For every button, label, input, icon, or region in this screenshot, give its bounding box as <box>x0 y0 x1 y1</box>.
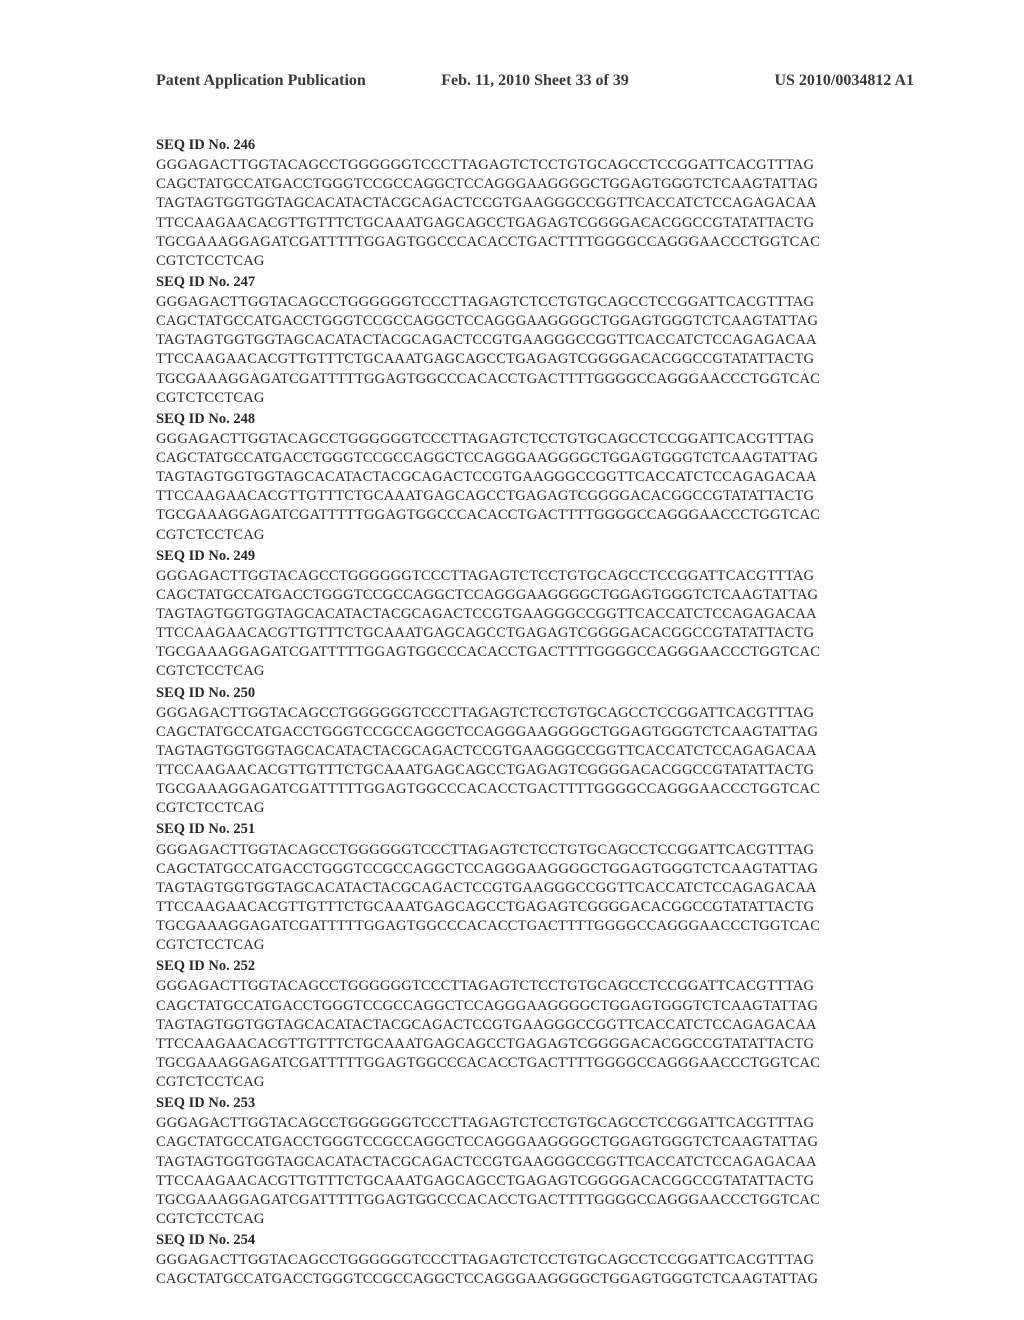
seq-block: GGGAGACTTGGTACAGCCTGGGGGGTCCCTTAGAGTCTCC… <box>156 156 914 271</box>
seq-block: GGGAGACTTGGTACAGCCTGGGGGGTCCCTTAGAGTCTCC… <box>156 430 914 545</box>
seq-line: TTCCAAGAACACGTTGTTTCTGCAAATGAGCAGCCTGAGA… <box>156 350 914 369</box>
seq-id-label: SEQ ID No. 246 <box>156 136 914 155</box>
seq-line: CGTCTCCTCAG <box>156 389 914 408</box>
seq-line: CAGCTATGCCATGACCTGGGTCCGCCAGGCTCCAGGGAAG… <box>156 449 914 468</box>
seq-id-label: SEQ ID No. 251 <box>156 820 914 839</box>
seq-line: TAGTAGTGGTGGTAGCACATACTACGCAGACTCCGTGAAG… <box>156 1016 914 1035</box>
seq-line: TTCCAAGAACACGTTGTTTCTGCAAATGAGCAGCCTGAGA… <box>156 1035 914 1054</box>
seq-block: GGGAGACTTGGTACAGCCTGGGGGGTCCCTTAGAGTCTCC… <box>156 704 914 819</box>
seq-line: CGTCTCCTCAG <box>156 1210 914 1229</box>
seq-line: CAGCTATGCCATGACCTGGGTCCGCCAGGCTCCAGGGAAG… <box>156 1270 914 1289</box>
seq-line: TTCCAAGAACACGTTGTTTCTGCAAATGAGCAGCCTGAGA… <box>156 761 914 780</box>
seq-id-label: SEQ ID No. 247 <box>156 273 914 292</box>
seq-id-label: SEQ ID No. 248 <box>156 410 914 429</box>
seq-line: CAGCTATGCCATGACCTGGGTCCGCCAGGCTCCAGGGAAG… <box>156 997 914 1016</box>
seq-line: TAGTAGTGGTGGTAGCACATACTACGCAGACTCCGTGAAG… <box>156 194 914 213</box>
seq-block: GGGAGACTTGGTACAGCCTGGGGGGTCCCTTAGAGTCTCC… <box>156 1251 914 1289</box>
seq-line: TAGTAGTGGTGGTAGCACATACTACGCAGACTCCGTGAAG… <box>156 1153 914 1172</box>
seq-line: CGTCTCCTCAG <box>156 799 914 818</box>
seq-line: TGCGAAAGGAGATCGATTTTTGGAGTGGCCCACACCTGAC… <box>156 506 914 525</box>
seq-line: TGCGAAAGGAGATCGATTTTTGGAGTGGCCCACACCTGAC… <box>156 643 914 662</box>
seq-id-label: SEQ ID No. 250 <box>156 684 914 703</box>
seq-line: CAGCTATGCCATGACCTGGGTCCGCCAGGCTCCAGGGAAG… <box>156 175 914 194</box>
seq-line: GGGAGACTTGGTACAGCCTGGGGGGTCCCTTAGAGTCTCC… <box>156 841 914 860</box>
seq-line: TTCCAAGAACACGTTGTTTCTGCAAATGAGCAGCCTGAGA… <box>156 624 914 643</box>
header-right: US 2010/0034812 A1 <box>684 72 914 90</box>
seq-block: GGGAGACTTGGTACAGCCTGGGGGGTCCCTTAGAGTCTCC… <box>156 1114 914 1229</box>
seq-line: CGTCTCCTCAG <box>156 1073 914 1092</box>
seq-line: TGCGAAAGGAGATCGATTTTTGGAGTGGCCCACACCTGAC… <box>156 1191 914 1210</box>
seq-line: GGGAGACTTGGTACAGCCTGGGGGGTCCCTTAGAGTCTCC… <box>156 567 914 586</box>
seq-line: TGCGAAAGGAGATCGATTTTTGGAGTGGCCCACACCTGAC… <box>156 917 914 936</box>
seq-id-label: SEQ ID No. 253 <box>156 1094 914 1113</box>
seq-line: CGTCTCCTCAG <box>156 526 914 545</box>
header-left: Patent Application Publication <box>156 72 386 90</box>
seq-line: GGGAGACTTGGTACAGCCTGGGGGGTCCCTTAGAGTCTCC… <box>156 156 914 175</box>
seq-line: CGTCTCCTCAG <box>156 252 914 271</box>
seq-line: TAGTAGTGGTGGTAGCACATACTACGCAGACTCCGTGAAG… <box>156 879 914 898</box>
seq-line: CAGCTATGCCATGACCTGGGTCCGCCAGGCTCCAGGGAAG… <box>156 860 914 879</box>
seq-block: GGGAGACTTGGTACAGCCTGGGGGGTCCCTTAGAGTCTCC… <box>156 841 914 956</box>
seq-line: TAGTAGTGGTGGTAGCACATACTACGCAGACTCCGTGAAG… <box>156 331 914 350</box>
seq-line: GGGAGACTTGGTACAGCCTGGGGGGTCCCTTAGAGTCTCC… <box>156 430 914 449</box>
seq-line: CAGCTATGCCATGACCTGGGTCCGCCAGGCTCCAGGGAAG… <box>156 312 914 331</box>
seq-id-label: SEQ ID No. 252 <box>156 957 914 976</box>
seq-line: TGCGAAAGGAGATCGATTTTTGGAGTGGCCCACACCTGAC… <box>156 233 914 252</box>
seq-line: TGCGAAAGGAGATCGATTTTTGGAGTGGCCCACACCTGAC… <box>156 370 914 389</box>
seq-id-label: SEQ ID No. 254 <box>156 1231 914 1250</box>
seq-id-label: SEQ ID No. 249 <box>156 547 914 566</box>
seq-block: GGGAGACTTGGTACAGCCTGGGGGGTCCCTTAGAGTCTCC… <box>156 293 914 408</box>
page-header: Patent Application Publication Feb. 11, … <box>156 72 914 90</box>
patent-page: Patent Application Publication Feb. 11, … <box>0 0 1024 1320</box>
seq-line: TGCGAAAGGAGATCGATTTTTGGAGTGGCCCACACCTGAC… <box>156 1054 914 1073</box>
seq-line: GGGAGACTTGGTACAGCCTGGGGGGTCCCTTAGAGTCTCC… <box>156 1114 914 1133</box>
seq-line: GGGAGACTTGGTACAGCCTGGGGGGTCCCTTAGAGTCTCC… <box>156 1251 914 1270</box>
seq-block: GGGAGACTTGGTACAGCCTGGGGGGTCCCTTAGAGTCTCC… <box>156 567 914 682</box>
seq-line: CAGCTATGCCATGACCTGGGTCCGCCAGGCTCCAGGGAAG… <box>156 586 914 605</box>
seq-block: GGGAGACTTGGTACAGCCTGGGGGGTCCCTTAGAGTCTCC… <box>156 977 914 1092</box>
seq-line: GGGAGACTTGGTACAGCCTGGGGGGTCCCTTAGAGTCTCC… <box>156 977 914 996</box>
seq-line: GGGAGACTTGGTACAGCCTGGGGGGTCCCTTAGAGTCTCC… <box>156 293 914 312</box>
seq-line: TGCGAAAGGAGATCGATTTTTGGAGTGGCCCACACCTGAC… <box>156 780 914 799</box>
seq-line: CGTCTCCTCAG <box>156 662 914 681</box>
seq-line: CAGCTATGCCATGACCTGGGTCCGCCAGGCTCCAGGGAAG… <box>156 1133 914 1152</box>
seq-line: CGTCTCCTCAG <box>156 936 914 955</box>
seq-line: TTCCAAGAACACGTTGTTTCTGCAAATGAGCAGCCTGAGA… <box>156 487 914 506</box>
seq-line: TTCCAAGAACACGTTGTTTCTGCAAATGAGCAGCCTGAGA… <box>156 1172 914 1191</box>
seq-line: TAGTAGTGGTGGTAGCACATACTACGCAGACTCCGTGAAG… <box>156 742 914 761</box>
seq-line: CAGCTATGCCATGACCTGGGTCCGCCAGGCTCCAGGGAAG… <box>156 723 914 742</box>
seq-line: TTCCAAGAACACGTTGTTTCTGCAAATGAGCAGCCTGAGA… <box>156 214 914 233</box>
sequence-content: SEQ ID No. 246GGGAGACTTGGTACAGCCTGGGGGGT… <box>156 136 914 1289</box>
seq-line: TAGTAGTGGTGGTAGCACATACTACGCAGACTCCGTGAAG… <box>156 468 914 487</box>
seq-line: TAGTAGTGGTGGTAGCACATACTACGCAGACTCCGTGAAG… <box>156 605 914 624</box>
header-center: Feb. 11, 2010 Sheet 33 of 39 <box>386 72 685 90</box>
seq-line: GGGAGACTTGGTACAGCCTGGGGGGTCCCTTAGAGTCTCC… <box>156 704 914 723</box>
seq-line: TTCCAAGAACACGTTGTTTCTGCAAATGAGCAGCCTGAGA… <box>156 898 914 917</box>
